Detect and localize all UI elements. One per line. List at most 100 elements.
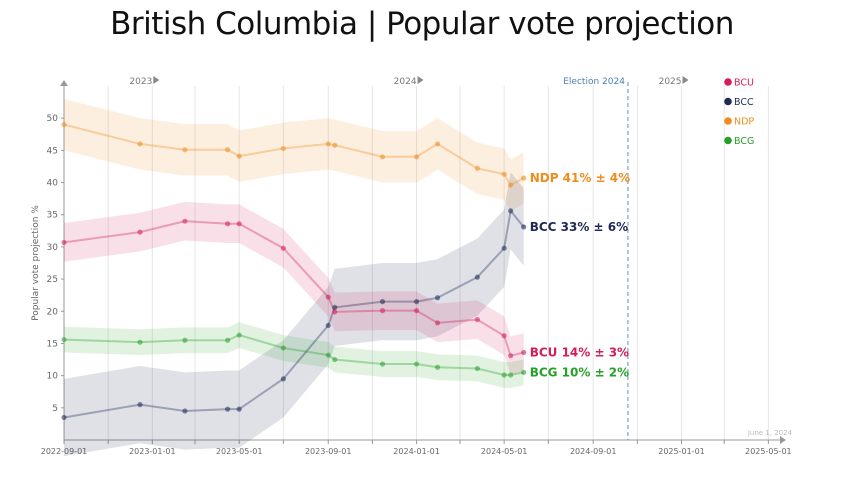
ndp-point (332, 142, 338, 148)
y-tick-label: 20 (47, 307, 59, 317)
x-tick-label: 2024-09-01 (570, 447, 617, 456)
bcg-point (413, 361, 420, 367)
bcg-point (280, 345, 286, 351)
bcu-point (137, 229, 143, 235)
y-axis-arrow (60, 80, 68, 86)
bcc-point (521, 224, 527, 230)
legend-marker-ndp (724, 117, 732, 125)
election-label: Election 2024 (563, 77, 625, 87)
bcg-end-label: BCG 10% ± 2% (530, 365, 630, 379)
bcc-point (434, 295, 441, 301)
bcc-end-label: BCC 33% ± 6% (530, 220, 628, 234)
bcg-point (434, 364, 441, 370)
year-marker-label: 2025 (659, 77, 682, 87)
x-tick-label: 2022-09-01 (41, 447, 88, 456)
ndp-point (413, 154, 420, 160)
bcu-point (413, 308, 420, 314)
year-marker-label: 2024 (394, 77, 417, 87)
uncertainty-bands (64, 98, 524, 457)
legend: BCU BCC NDP BCG (724, 78, 754, 147)
bcu-point (236, 221, 242, 227)
bcg-point (332, 356, 338, 363)
x-tick-label: 2023-05-01 (216, 447, 263, 456)
bcc-point (325, 322, 331, 329)
legend-label-bcc: BCC (734, 97, 754, 108)
ndp-point (280, 145, 286, 152)
bcc-point (61, 414, 67, 421)
bcc-point (182, 408, 188, 414)
bcc-point (236, 406, 242, 412)
bcc-point (474, 274, 480, 280)
bcu-point (434, 320, 441, 326)
bcu-point (280, 245, 286, 251)
ndp-end-label: NDP 41% ± 4% (530, 171, 630, 185)
bcu-point (501, 333, 507, 339)
bcg-band (64, 322, 524, 388)
bcc-point (225, 406, 231, 412)
series-points (61, 122, 527, 421)
bcu-point (508, 353, 514, 359)
y-tick-label: 5 (52, 404, 58, 414)
chart-title: British Columbia | Popular vote projecti… (110, 6, 734, 42)
bcg-point (508, 372, 514, 378)
legend-label-ndp: NDP (734, 117, 754, 128)
bcu-point (61, 239, 67, 246)
bcg-point (474, 365, 480, 372)
bcc-point (508, 208, 514, 214)
legend-label-bcg: BCG (734, 136, 754, 147)
ndp-point (508, 182, 514, 188)
ndp-point (521, 175, 527, 181)
ndp-point (236, 153, 242, 159)
bcc-band (64, 172, 524, 457)
ndp-point (182, 147, 188, 153)
bcg-point (61, 336, 67, 343)
axes: 2022-09-01 2023-01-01 2023-05-01 2023-09-01… (31, 76, 793, 456)
x-tick-label: 2025-01-01 (658, 447, 705, 456)
year-marker-label: 2023 (129, 77, 152, 87)
bcc-point (137, 402, 143, 408)
ndp-band (64, 98, 524, 211)
x-tick-label: 2023-01-01 (129, 447, 176, 456)
bcg-point (501, 372, 507, 378)
bcu-point (474, 317, 480, 323)
ndp-point (501, 171, 507, 177)
x-tick-label: 2024-05-01 (481, 447, 528, 456)
ndp-point (137, 141, 143, 147)
year-marker-arrow (153, 76, 160, 84)
watermark: June 1, 2024 (747, 429, 793, 437)
bcg-point (182, 337, 188, 343)
y-tick-label: 45 (47, 146, 58, 156)
bcg-point (521, 369, 527, 376)
bcg-point (137, 339, 143, 345)
legend-marker-bcc (724, 97, 732, 106)
legend-marker-bcg (724, 136, 732, 145)
ndp-point (379, 154, 386, 160)
bcg-point (325, 352, 331, 358)
bcg-point (379, 361, 386, 367)
y-axis-label: Popular vote projection % (31, 205, 41, 321)
ndp-point (474, 165, 480, 171)
end-labels: NDP 41% ± 4% BCC 33% ± 6% BCU 14% ± 3% BCG … (530, 171, 630, 379)
x-tick-label: 2023-09-01 (305, 447, 352, 456)
x-tick-label: 2025-05-01 (745, 447, 792, 456)
y-tick-label: 15 (47, 339, 58, 349)
bcc-point (332, 304, 338, 311)
bcc-point (379, 299, 386, 305)
y-tick-label: 25 (47, 275, 58, 285)
ndp-point (325, 141, 331, 147)
legend-label-bcu: BCU (734, 78, 754, 89)
bcc-point (413, 299, 420, 305)
bcu-point (325, 294, 331, 300)
bcc-point (501, 245, 507, 251)
y-tick-label: 10 (47, 372, 59, 382)
bcu-end-label: BCU 14% ± 3% (530, 345, 629, 359)
ndp-point (434, 141, 441, 147)
bcu-point (379, 308, 386, 314)
y-tick-label: 50 (47, 114, 59, 124)
ndp-point (61, 122, 67, 128)
bcc-point (280, 376, 286, 382)
bcu-point (332, 309, 338, 315)
legend-marker-bcu (724, 78, 732, 86)
grid (63, 86, 769, 440)
